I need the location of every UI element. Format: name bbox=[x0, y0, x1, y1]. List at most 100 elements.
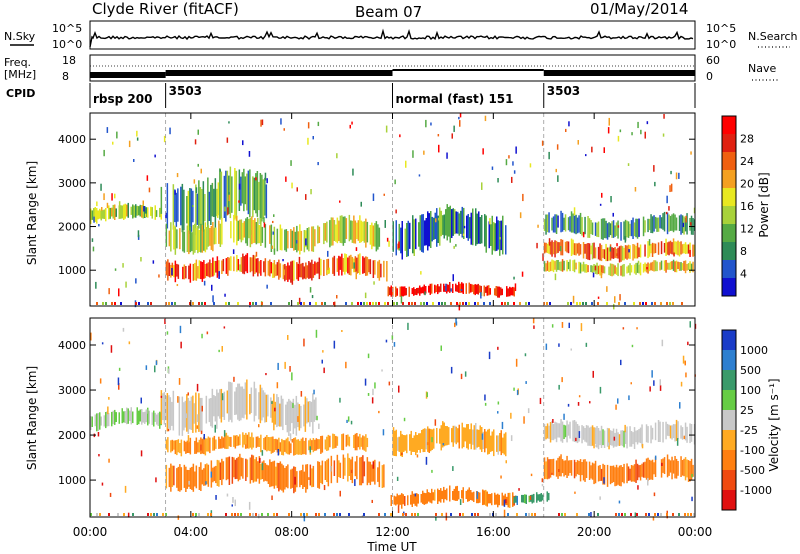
range-cell bbox=[501, 288, 503, 296]
range-cell bbox=[491, 493, 493, 506]
range-cell bbox=[403, 435, 405, 452]
range-cell bbox=[582, 231, 585, 238]
range-cell bbox=[684, 513, 686, 516]
range-cell bbox=[159, 207, 161, 218]
range-cell bbox=[569, 460, 571, 473]
range-cell bbox=[442, 421, 444, 448]
range-cell bbox=[215, 227, 217, 245]
range-cell bbox=[273, 393, 275, 431]
range-cell bbox=[342, 433, 345, 451]
range-cell bbox=[609, 223, 612, 236]
range-cell bbox=[279, 224, 282, 251]
range-cell bbox=[236, 435, 238, 447]
range-cell bbox=[201, 397, 203, 433]
range-cell bbox=[455, 211, 457, 234]
range-cell bbox=[454, 209, 456, 235]
range-cell bbox=[431, 216, 433, 242]
range-cell bbox=[426, 489, 428, 504]
range-cell bbox=[117, 513, 119, 516]
range-cell bbox=[278, 437, 280, 455]
range-cell bbox=[197, 129, 199, 135]
range-cell bbox=[203, 229, 205, 251]
range-cell bbox=[314, 229, 316, 247]
range-cell bbox=[423, 302, 425, 305]
range-cell bbox=[103, 415, 105, 427]
range-cell bbox=[177, 188, 179, 222]
range-cell bbox=[279, 442, 282, 452]
range-cell bbox=[524, 353, 527, 357]
range-cell bbox=[651, 370, 653, 378]
range-cell bbox=[593, 242, 595, 259]
range-cell bbox=[116, 131, 118, 139]
range-cell bbox=[157, 412, 159, 426]
range-cell bbox=[608, 117, 610, 126]
range-cell bbox=[203, 260, 205, 279]
range-cell bbox=[501, 421, 504, 430]
range-cell bbox=[428, 492, 430, 502]
range-cell bbox=[473, 491, 475, 502]
range-cell bbox=[687, 513, 689, 516]
range-cell bbox=[283, 128, 285, 131]
range-cell bbox=[690, 151, 692, 155]
range-cell bbox=[371, 397, 374, 404]
range-cell bbox=[258, 392, 260, 420]
range-cell bbox=[321, 435, 324, 453]
range-tick-label: 4000 bbox=[58, 133, 86, 146]
range-cell bbox=[304, 396, 307, 432]
range-cell bbox=[647, 262, 649, 274]
range-cell bbox=[347, 453, 349, 482]
range-cell bbox=[541, 478, 544, 483]
range-cell bbox=[551, 259, 553, 271]
range-cell bbox=[228, 121, 230, 124]
range-cell bbox=[557, 242, 559, 253]
range-cell bbox=[117, 377, 120, 386]
range-cell bbox=[375, 221, 378, 252]
range-cell bbox=[305, 262, 307, 280]
range-cell bbox=[309, 401, 311, 427]
range-cell bbox=[189, 437, 192, 455]
range-cell bbox=[441, 302, 443, 305]
range-cell bbox=[318, 226, 321, 243]
range-cell bbox=[505, 225, 507, 255]
range-cell bbox=[419, 285, 421, 296]
range-cell bbox=[378, 259, 381, 281]
range-cell bbox=[639, 244, 642, 258]
range-cell bbox=[567, 241, 570, 254]
range-cell bbox=[257, 217, 259, 244]
range-cell bbox=[669, 302, 671, 305]
range-cell bbox=[174, 189, 176, 223]
range-cell bbox=[486, 491, 488, 507]
time-axis-label: Time UT bbox=[366, 540, 417, 554]
range-cell bbox=[584, 244, 586, 254]
range-cell bbox=[90, 513, 92, 516]
range-cell bbox=[112, 141, 114, 145]
range-cell bbox=[297, 402, 299, 428]
range-cell bbox=[401, 452, 403, 456]
range-cell bbox=[435, 285, 437, 292]
range-cell bbox=[588, 243, 591, 261]
range-cell bbox=[443, 422, 445, 447]
range-cell bbox=[663, 211, 666, 232]
range-cell bbox=[123, 411, 125, 423]
range-cell bbox=[431, 437, 433, 443]
range-cell bbox=[100, 210, 102, 221]
range-cell bbox=[97, 413, 99, 431]
range-cell bbox=[114, 204, 116, 220]
range-cell bbox=[541, 483, 544, 487]
range-cell bbox=[672, 302, 674, 305]
range-cell bbox=[302, 262, 304, 280]
range-cell bbox=[402, 286, 404, 297]
range-cell bbox=[591, 265, 594, 273]
range-cell bbox=[311, 468, 313, 488]
range-cell bbox=[198, 180, 200, 229]
range-cell bbox=[648, 513, 650, 516]
range-cell bbox=[668, 262, 670, 270]
range-cell bbox=[675, 217, 678, 231]
range-cell bbox=[273, 260, 276, 278]
range-cell bbox=[570, 238, 573, 256]
range-cell bbox=[351, 302, 353, 305]
range-cell bbox=[261, 174, 263, 222]
range-cell bbox=[621, 513, 623, 516]
range-cell bbox=[500, 220, 502, 251]
